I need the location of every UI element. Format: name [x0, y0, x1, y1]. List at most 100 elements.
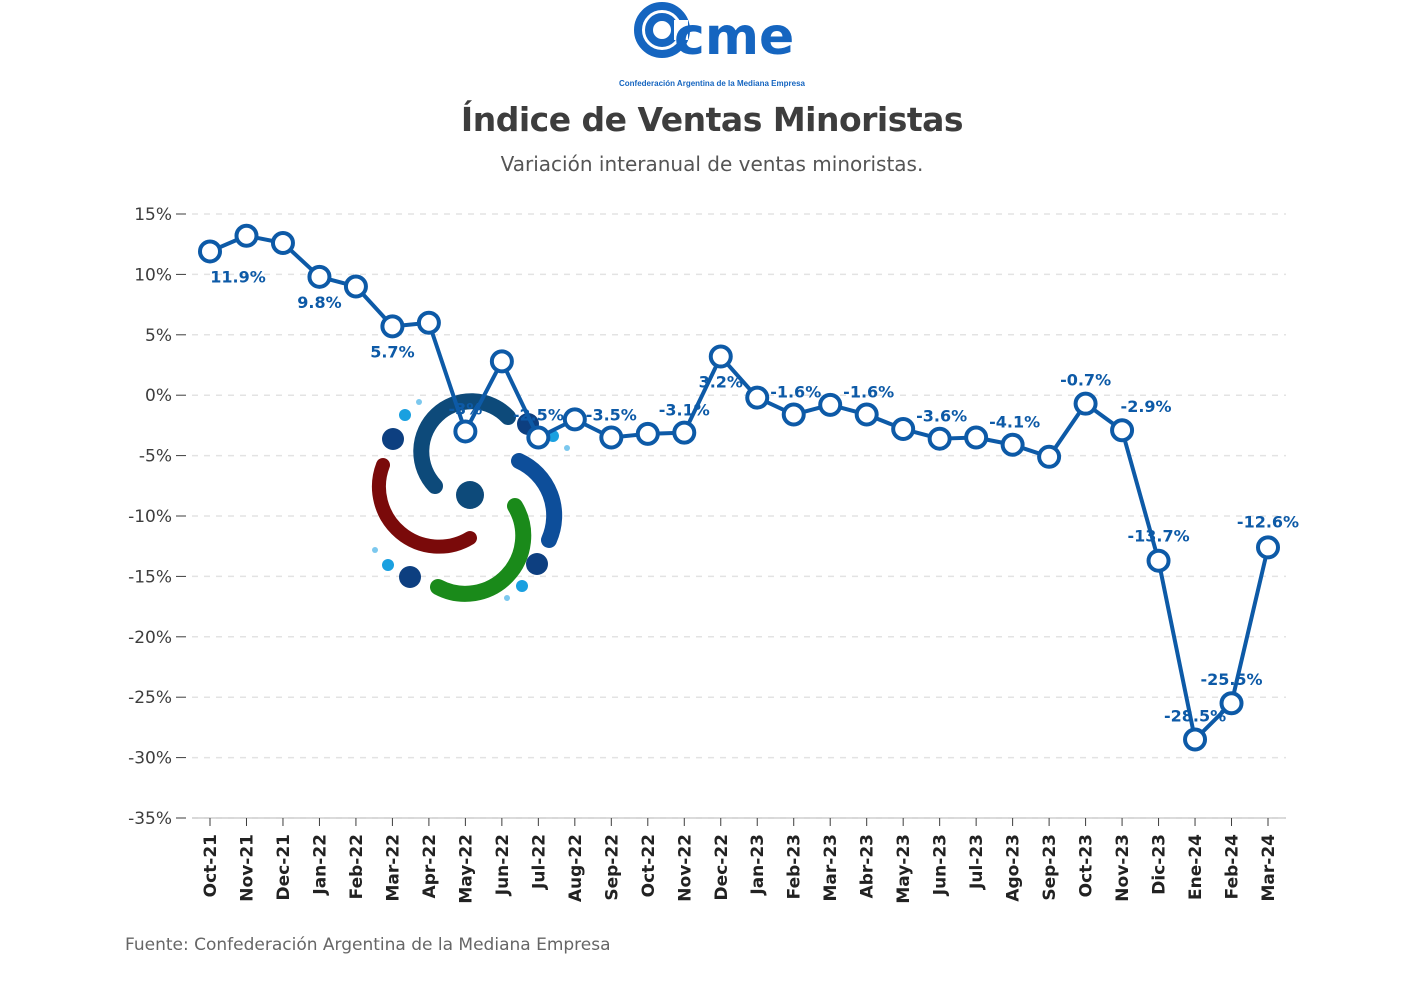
source-note: Fuente: Confederación Argentina de la Me… [125, 935, 611, 955]
data-point [1146, 548, 1171, 573]
x-tick-label: Oct-22 [639, 834, 659, 897]
x-tick-label: Sep-23 [1040, 834, 1060, 901]
data-label: -28.5% [1164, 706, 1226, 725]
data-point [635, 421, 660, 446]
x-tick-label: Ago-23 [1004, 834, 1024, 902]
data-point [416, 310, 441, 335]
data-label: -3.5% [586, 405, 637, 424]
x-tick-label: May-22 [456, 834, 476, 904]
data-label: -4.1% [989, 413, 1040, 432]
x-tick-label: Nov-23 [1113, 834, 1133, 902]
data-labels: 11.9% 9.8% 5.7% -3% -2.5% -3.5% -3.1% 3.2% -1.6%… [210, 267, 1299, 725]
x-tick-label: Jul-23 [967, 834, 987, 890]
data-point [489, 349, 514, 374]
x-tick-label: Aug-22 [566, 834, 586, 902]
data-label: -2.5% [513, 405, 564, 424]
chart-subtitle: Variación interanual de ventas minorista… [500, 152, 924, 176]
y-tick-label: -35% [128, 809, 172, 829]
x-tick-label: Mar-23 [821, 834, 841, 902]
data-label: 9.8% [297, 293, 341, 312]
x-tick-label: Dic-23 [1150, 834, 1170, 895]
y-tick-label: -15% [128, 567, 172, 587]
x-tick-label: Mar-22 [383, 834, 403, 902]
x-tick-label: Dec-21 [274, 834, 294, 900]
y-axis: 15% 10% 5% 0% -5% -10% -15% -20% -25% -30% -35% [128, 205, 186, 829]
data-point [964, 425, 989, 450]
data-label: -3.6% [916, 407, 967, 426]
logo-tagline: Confederación Argentina de la Mediana Em… [619, 79, 806, 88]
x-tick-label: Jan-22 [310, 834, 330, 896]
data-point [818, 392, 843, 417]
data-point [307, 264, 332, 289]
y-tick-label: -5% [139, 447, 172, 467]
data-point [745, 385, 770, 410]
x-tick-label: Mar-24 [1259, 834, 1279, 902]
x-tick-label: Dec-22 [712, 834, 732, 900]
data-label: 3.2% [699, 373, 743, 392]
data-point [1219, 691, 1244, 716]
x-tick-label: Nov-21 [237, 834, 257, 902]
data-point [891, 417, 916, 442]
data-label: -2.9% [1121, 397, 1172, 416]
x-tick-label: Jun-22 [493, 834, 513, 896]
data-label: -25.5% [1200, 670, 1262, 689]
x-tick-label: Sep-22 [602, 834, 622, 901]
data-point [1000, 432, 1025, 457]
data-point [270, 230, 295, 255]
data-point [1110, 418, 1135, 443]
data-point [562, 407, 587, 432]
data-point [234, 223, 259, 248]
x-tick-label: Oct-21 [201, 834, 221, 897]
data-point [1183, 727, 1208, 752]
cme-logo: cme Confederación Argentina de la Median… [619, 2, 806, 88]
data-label: -1.6% [770, 383, 821, 402]
series-ventas [198, 223, 1280, 752]
x-tick-label: Jun-23 [931, 834, 951, 896]
data-point [1073, 391, 1098, 416]
data-point [526, 425, 551, 450]
x-axis: Oct-21 Nov-21 Dec-21 Jan-22 Feb-22 Mar-22 Apr-… [192, 817, 1286, 904]
x-tick-label: Ene-24 [1186, 834, 1206, 900]
x-tick-label: Feb-22 [347, 834, 367, 899]
data-point [672, 420, 697, 445]
chart-title: Índice de Ventas Minoristas [460, 100, 964, 139]
data-label: -0.7% [1060, 371, 1111, 390]
y-tick-label: 10% [134, 265, 172, 285]
data-label: -1.6% [843, 383, 894, 402]
y-tick-label: 15% [134, 205, 172, 225]
x-tick-label: Feb-24 [1223, 834, 1243, 900]
y-tick-label: -20% [128, 628, 172, 648]
data-label: 5.7% [370, 342, 414, 361]
x-tick-label: Nov-22 [675, 834, 695, 902]
data-point [453, 419, 478, 444]
data-point [781, 402, 806, 427]
x-tick-label: Jan-23 [748, 834, 768, 896]
x-tick-label: Feb-23 [785, 834, 805, 899]
data-point [854, 402, 879, 427]
y-tick-label: -10% [128, 507, 172, 527]
y-tick-label: 5% [145, 326, 172, 346]
y-tick-label: -30% [128, 749, 172, 769]
data-label: -3.1% [659, 401, 710, 420]
data-point [1037, 444, 1062, 469]
data-label: -12.6% [1237, 512, 1299, 531]
grid [192, 213, 1286, 819]
data-point [599, 425, 624, 450]
data-label: -13.7% [1127, 527, 1189, 546]
x-tick-label: May-23 [894, 834, 914, 904]
x-tick-label: Apr-22 [420, 834, 440, 898]
x-tick-label: Oct-23 [1077, 834, 1097, 897]
logo-wordmark: cme [674, 7, 794, 67]
data-point [927, 426, 952, 451]
y-tick-label: 0% [145, 386, 172, 406]
x-tick-label: Jul-22 [529, 834, 549, 890]
series-line [209, 233, 1270, 742]
y-tick-label: -25% [128, 688, 172, 708]
data-label: 11.9% [210, 267, 266, 286]
data-point [1256, 535, 1280, 560]
data-point [380, 314, 405, 339]
data-point [343, 274, 368, 299]
x-tick-label: Abr-23 [858, 834, 878, 898]
data-label: -3% [448, 399, 482, 418]
